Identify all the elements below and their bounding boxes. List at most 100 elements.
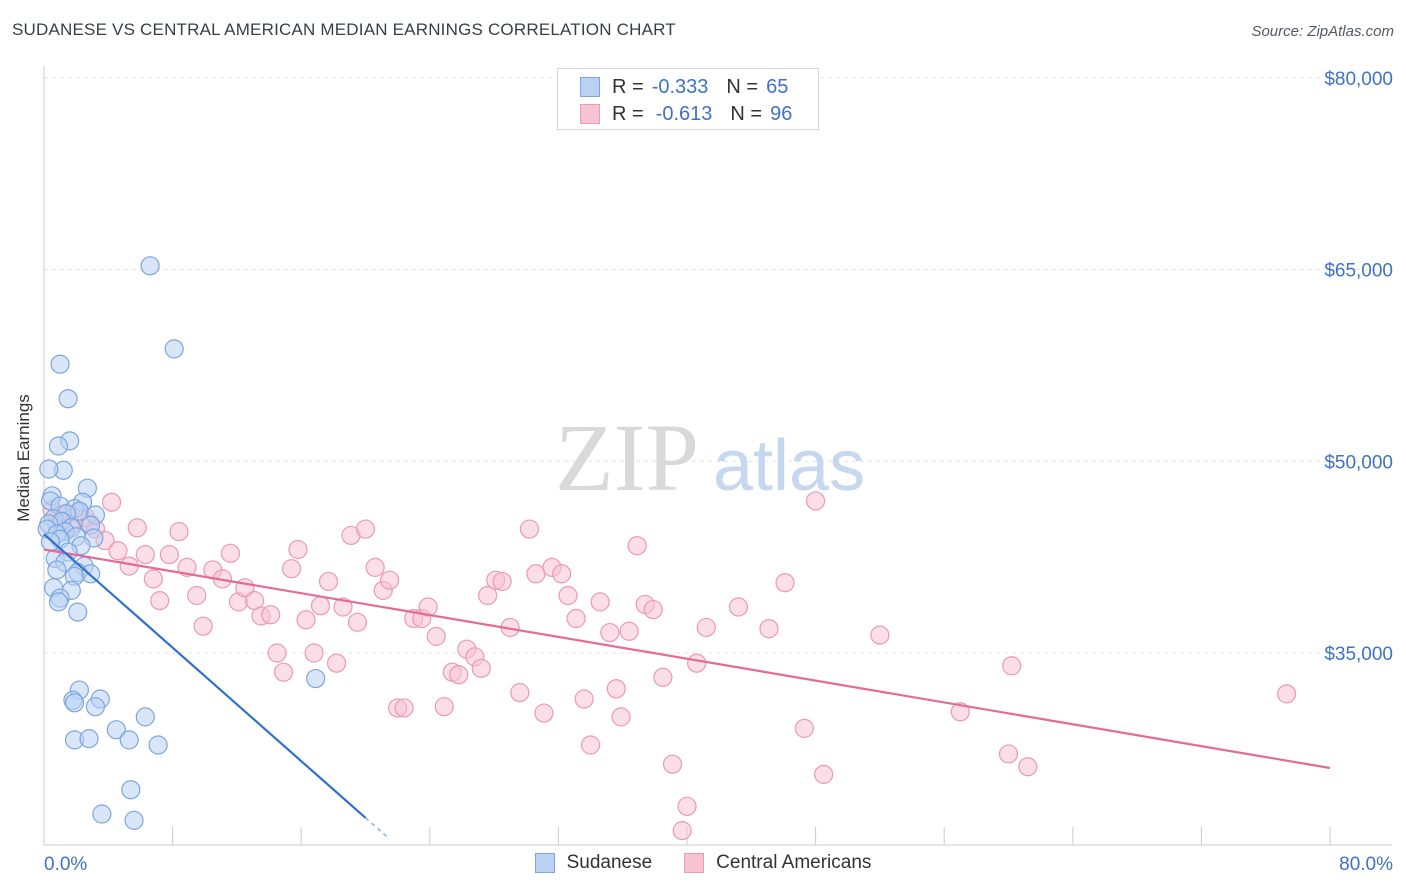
correlation-legend: R = -0.333 N = 65 R = -0.613 N = 96 <box>557 68 819 130</box>
central-americans-point <box>526 564 546 584</box>
central-americans-point <box>310 596 331 616</box>
central-americans-point <box>677 796 697 816</box>
central-americans-point <box>478 585 498 606</box>
sudanese-point <box>68 602 88 622</box>
central-americans-point <box>519 519 540 539</box>
y-tick-label: $50,000 <box>1324 452 1393 473</box>
grid-lines <box>44 77 1392 654</box>
sudanese-point <box>140 256 160 276</box>
legend-r-value: -0.613 <box>655 102 713 125</box>
legend-label-sudanese: Sudanese <box>566 852 653 873</box>
legend-label-central-americans: Central Americans <box>716 852 872 873</box>
central-americans-point <box>177 557 197 577</box>
axes <box>43 66 1392 846</box>
sudanese-point <box>148 735 168 755</box>
central-americans-point <box>814 764 834 784</box>
central-americans-point <box>150 591 170 611</box>
legend-n-label: N = <box>730 102 763 125</box>
central-americans-point <box>662 754 683 774</box>
central-americans-point <box>380 570 400 590</box>
central-americans-point <box>449 665 469 685</box>
central-americans-point <box>1018 757 1038 777</box>
central-americans-point <box>619 621 639 641</box>
central-americans-point <box>288 539 308 560</box>
central-americans-point <box>281 559 302 579</box>
tick-labels: $35,000 $50,000 $65,000 $80,000 0.0% 80.0% <box>44 69 1393 875</box>
central-americans-point <box>759 619 779 639</box>
legend-n-label: N = <box>726 75 759 98</box>
central-americans-point <box>590 592 610 612</box>
legend-item-central-americans: Central Americans <box>684 852 871 874</box>
central-americans-point <box>643 599 663 620</box>
central-americans-point <box>365 557 385 577</box>
chart-title: SUDANESE VS CENTRAL AMERICAN MEDIAN EARN… <box>12 20 676 39</box>
legend-swatch-central-americans <box>580 104 600 124</box>
x-tick-label-min: 0.0% <box>44 854 87 875</box>
central-americans-point <box>805 491 826 511</box>
central-americans-point <box>426 626 446 646</box>
watermark-zip: ZIP <box>555 404 699 511</box>
central-americans-point <box>101 492 122 512</box>
x-tick-label-max: 80.0% <box>1339 854 1393 875</box>
sudanese-points <box>37 256 326 830</box>
central-americans-point <box>775 573 795 593</box>
sudanese-point <box>85 697 106 717</box>
legend-r-label: R = <box>612 75 644 98</box>
central-americans-point <box>687 653 707 673</box>
trend-lines <box>43 533 1331 840</box>
legend-r-label: R = <box>612 102 644 125</box>
watermark-atlas: atlas <box>713 426 865 506</box>
sudanese-point <box>47 560 67 580</box>
central-americans-point <box>434 697 454 717</box>
central-americans-point <box>672 821 692 841</box>
legend-n-value: 96 <box>770 102 793 125</box>
central-americans-point <box>127 518 147 538</box>
central-americans-point <box>870 625 890 645</box>
central-americans-point <box>510 683 530 703</box>
sudanese-point <box>79 729 99 749</box>
central-americans-point <box>653 667 673 687</box>
central-americans-trend-line <box>43 548 1331 770</box>
sudanese-point <box>306 668 326 689</box>
central-americans-point <box>1276 684 1297 704</box>
central-americans-point <box>304 643 324 663</box>
sudanese-trend-line <box>43 533 367 819</box>
central-americans-point <box>606 679 626 699</box>
central-americans-point <box>794 718 814 738</box>
sudanese-point <box>50 354 70 374</box>
central-americans-point <box>220 543 241 563</box>
y-tick-label: $35,000 <box>1324 644 1393 665</box>
central-americans-point <box>394 698 414 718</box>
central-americans-point <box>600 622 620 643</box>
y-axis-label: Median Earnings <box>14 394 33 522</box>
sudanese-point <box>48 592 69 612</box>
sudanese-point <box>39 459 59 479</box>
sudanese-point <box>164 339 184 359</box>
central-americans-point <box>558 585 578 606</box>
central-americans-point <box>193 616 213 636</box>
central-americans-point <box>1002 656 1022 676</box>
central-americans-point <box>728 597 749 617</box>
source-label: Source: ZipAtlas.com <box>1251 23 1394 40</box>
central-americans-point <box>492 571 512 592</box>
watermark: ZIP atlas <box>555 404 865 511</box>
central-americans-point <box>471 658 491 678</box>
legend-swatch-central-americans <box>684 853 705 873</box>
central-americans-point <box>534 703 554 723</box>
central-americans-point <box>347 612 368 632</box>
sudanese-trend-extension <box>365 817 391 840</box>
central-americans-point <box>273 662 294 682</box>
legend-n-value: 65 <box>766 75 789 98</box>
legend-row-central-americans: R = -0.613 N = 96 <box>580 102 792 126</box>
legend-r-value: -0.333 <box>651 75 709 98</box>
central-americans-points <box>42 491 1297 841</box>
central-americans-point <box>611 707 631 727</box>
central-americans-point <box>580 735 601 755</box>
central-americans-point <box>355 519 376 539</box>
central-americans-point <box>318 571 339 592</box>
central-americans-point <box>574 689 594 709</box>
central-americans-point <box>187 585 207 606</box>
sudanese-point <box>64 693 85 713</box>
central-americans-point <box>326 653 347 673</box>
